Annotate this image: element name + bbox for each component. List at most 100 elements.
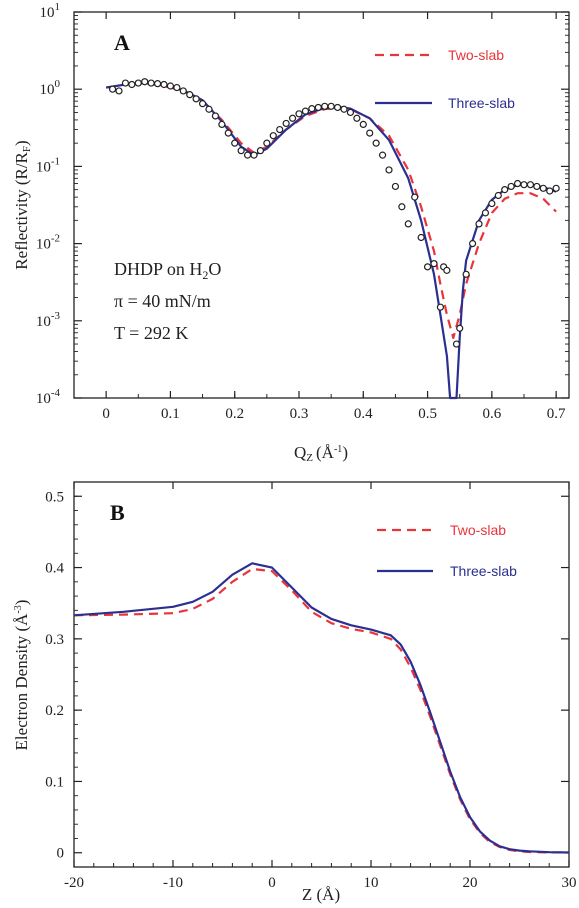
measured-point	[443, 266, 451, 274]
x-tick-label: 0.5	[418, 406, 437, 422]
measured-point	[378, 151, 387, 159]
panel-b-letter: B	[110, 500, 125, 525]
measured-point	[346, 108, 355, 117]
legend-label-three-slab: Three-slab	[448, 95, 515, 111]
x-tick-label: 20	[463, 875, 478, 891]
measured-point	[276, 125, 284, 134]
y-tick-label: 0.2	[45, 703, 64, 719]
measured-point	[321, 102, 329, 110]
measured-point	[353, 114, 361, 122]
y-tick-label: 0.3	[45, 632, 64, 648]
measured-point	[166, 82, 175, 90]
measured-point	[526, 181, 535, 189]
measured-point	[423, 263, 432, 271]
legend-label-two-slab: Two-slab	[448, 47, 504, 63]
panel-b-x-axis-label: Z (Å)	[302, 885, 340, 904]
measured-point	[243, 151, 252, 159]
y-tick-label: 0.4	[45, 561, 64, 577]
measured-point	[173, 83, 181, 92]
measured-point	[398, 203, 406, 211]
x-tick-label: 10	[364, 875, 379, 891]
measured-point	[436, 303, 445, 311]
x-tick-label: 0	[268, 875, 276, 891]
panel-a-y-axis-label: Reflectivity (R/RF)	[12, 140, 33, 269]
measured-point	[269, 132, 277, 140]
y-tick-label: 10-4	[36, 387, 61, 407]
measured-point	[205, 105, 213, 113]
x-tick-label: 30	[562, 875, 577, 891]
measured-point	[533, 182, 541, 191]
measured-point	[513, 179, 522, 188]
panel-a-letter: A	[114, 30, 130, 55]
measured-point	[327, 102, 335, 110]
three-slab-fit-line	[105, 82, 557, 400]
y-tick-label: 0	[57, 846, 65, 862]
panel-a-measured-points	[108, 78, 560, 348]
measured-point	[488, 199, 496, 208]
measured-point	[141, 78, 149, 86]
measured-point	[475, 220, 483, 228]
measured-point	[186, 91, 194, 99]
x-tick-label: -10	[163, 875, 183, 891]
measured-point	[404, 220, 412, 228]
y-tick-label: 10-1	[36, 155, 60, 175]
measured-point	[552, 184, 560, 192]
three-slab-profile-line	[73, 562, 570, 854]
measured-point	[301, 107, 310, 115]
x-tick-label: -20	[64, 875, 84, 891]
measured-point	[147, 79, 155, 87]
measured-point	[160, 80, 168, 89]
annotation-line: DHDP on H2O	[114, 259, 221, 282]
panel-b-electron-density-chart: B -20 -10 0 10 20 30 0 0.1 0.2 0.3 0.4 0.5 Two-slab…	[12, 481, 577, 904]
measured-point	[359, 120, 367, 128]
measured-point	[134, 79, 142, 87]
measured-point	[250, 151, 258, 159]
measured-point	[366, 129, 374, 137]
measured-point	[507, 182, 515, 191]
measured-point	[546, 187, 554, 195]
panel-a-x-axis-label: QZ (Å-1)	[294, 443, 348, 464]
annotation-line: T = 292 K	[114, 323, 188, 343]
measured-point	[494, 191, 502, 200]
x-tick-label: 0	[102, 406, 110, 422]
measured-point	[121, 79, 130, 87]
measured-point	[430, 260, 438, 268]
measured-point	[539, 184, 547, 192]
y-tick-label: 10-3	[36, 310, 61, 330]
measured-point	[115, 87, 123, 95]
two-slab-profile-line	[73, 567, 570, 854]
measured-point	[218, 120, 226, 128]
measured-point	[288, 114, 297, 122]
measured-point	[501, 186, 509, 194]
y-tick-label: 10-2	[36, 233, 60, 253]
measured-point	[385, 166, 393, 174]
measured-point	[333, 103, 342, 112]
y-tick-label: 0.1	[45, 774, 64, 790]
panel-a-series	[105, 82, 557, 400]
measured-point	[520, 181, 528, 189]
measured-point	[211, 112, 220, 120]
measured-point	[192, 95, 200, 103]
measured-point	[468, 240, 477, 248]
x-tick-label: 0.3	[290, 406, 309, 422]
panel-b-series	[73, 562, 570, 854]
x-tick-label: 0.7	[547, 406, 566, 422]
x-tick-label: 0.1	[161, 406, 180, 422]
x-tick-label: 0.4	[354, 406, 373, 422]
measured-point	[282, 119, 290, 128]
measured-point	[340, 105, 348, 113]
panel-b-ticks: -20 -10 0 10 20 30 0 0.1 0.2 0.3 0.4 0.5	[45, 482, 577, 891]
legend-label-three-slab: Three-slab	[450, 563, 517, 579]
measured-point	[481, 209, 490, 217]
measured-point	[231, 139, 239, 147]
measured-point	[314, 103, 322, 112]
y-tick-label: 100	[40, 78, 61, 98]
panel-b-y-axis-label: Electron Density (Å-3)	[12, 600, 31, 751]
measured-point	[108, 85, 117, 93]
measured-point	[372, 139, 380, 147]
annotation-line: π = 40 mN/m	[114, 291, 211, 311]
measured-point	[256, 147, 265, 155]
x-tick-label: 0.6	[482, 406, 501, 422]
measured-point	[237, 147, 245, 155]
